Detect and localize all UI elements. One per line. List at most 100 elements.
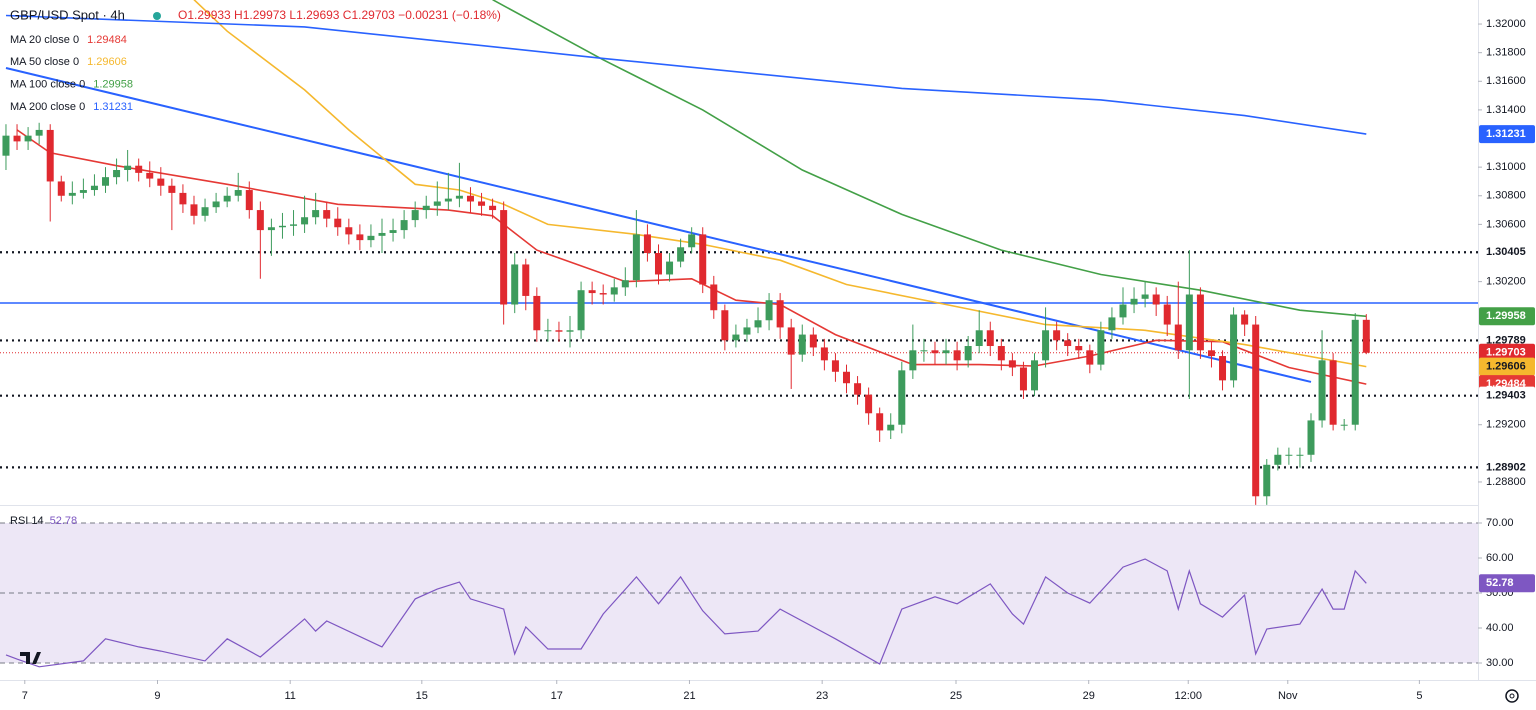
candle-body bbox=[179, 192, 187, 205]
candle-body bbox=[1174, 324, 1182, 351]
candle-body bbox=[1119, 304, 1127, 318]
candle-body bbox=[986, 330, 994, 347]
rsi-pane bbox=[0, 522, 1478, 668]
candle-body bbox=[1318, 360, 1326, 421]
candle-body bbox=[909, 350, 917, 371]
candle-body bbox=[345, 227, 353, 235]
legend-label: MA 100 close 0 bbox=[10, 79, 85, 91]
price-badge bbox=[1479, 343, 1535, 362]
candle-body bbox=[942, 350, 950, 354]
y-tick-label: 1.31600 bbox=[1486, 75, 1526, 87]
candle-body bbox=[787, 327, 795, 355]
candle-body bbox=[610, 287, 618, 295]
y-tick-label: 1.30200 bbox=[1486, 276, 1526, 288]
rsi-tick-label: 70.00 bbox=[1486, 517, 1514, 529]
candle-body bbox=[854, 383, 862, 395]
x-tick-label: 9 bbox=[154, 690, 160, 702]
candle-body bbox=[721, 310, 729, 341]
x-tick-label: 11 bbox=[284, 690, 295, 702]
price-badge-label: 1.29403 bbox=[1486, 390, 1526, 402]
candle-body bbox=[1241, 314, 1249, 325]
candle-body bbox=[90, 185, 98, 191]
candle-body bbox=[865, 394, 873, 414]
candle-body bbox=[290, 224, 298, 226]
candle-body bbox=[201, 207, 209, 216]
candle-body bbox=[621, 280, 629, 288]
rsi-legend-label: RSI 14 bbox=[10, 515, 44, 527]
settings-icon[interactable] bbox=[1505, 689, 1519, 703]
status-dot bbox=[153, 12, 161, 20]
candle-body bbox=[754, 320, 762, 328]
candle-body bbox=[190, 204, 198, 216]
x-tick-label: 25 bbox=[950, 690, 962, 702]
candle-body bbox=[1362, 319, 1370, 353]
candle-body bbox=[411, 210, 419, 221]
candle-body bbox=[135, 165, 143, 173]
y-tick-label: 1.31400 bbox=[1486, 104, 1526, 116]
candle-body bbox=[1351, 319, 1359, 425]
candle-body bbox=[1263, 464, 1271, 497]
rsi-badge-label: 52.78 bbox=[1486, 577, 1514, 589]
settings-center[interactable] bbox=[1509, 693, 1515, 699]
candle-body bbox=[699, 234, 707, 285]
candle-body bbox=[157, 178, 165, 186]
candle-body bbox=[400, 220, 408, 231]
y-tick-label: 1.29200 bbox=[1486, 419, 1526, 431]
legend-label: MA 20 close 0 bbox=[10, 34, 79, 46]
axes: 1.32000 1.31800 1.31600 1.31400 1.31000 1.308… bbox=[22, 18, 1535, 702]
settings[interactable] bbox=[1505, 689, 1519, 703]
candle-body bbox=[920, 350, 928, 352]
ma-line bbox=[16, 129, 1367, 385]
rsi-badge bbox=[1479, 574, 1535, 593]
candle-body bbox=[511, 264, 519, 305]
price-badge bbox=[1479, 458, 1535, 477]
price-badge-label: 1.29703 bbox=[1486, 347, 1526, 359]
candle-body bbox=[1163, 304, 1171, 325]
price-pane bbox=[0, 0, 1478, 505]
candle-body bbox=[1042, 330, 1050, 361]
candle-body bbox=[1230, 314, 1238, 381]
x-tick-label: 17 bbox=[551, 690, 563, 702]
chart-title: GBP/USD Spot · 4h bbox=[10, 7, 125, 22]
candle-body bbox=[1086, 350, 1094, 365]
legend-value: 1.31231 bbox=[93, 101, 133, 113]
candle-body bbox=[931, 350, 939, 354]
y-tick-label: 1.30600 bbox=[1486, 218, 1526, 230]
x-tick-label: 21 bbox=[683, 690, 695, 702]
candle-body bbox=[765, 300, 773, 321]
candle-body bbox=[2, 135, 10, 156]
candle-body bbox=[356, 234, 364, 241]
candle-body bbox=[466, 195, 474, 202]
legend-value: 1.29606 bbox=[87, 56, 127, 68]
rsi-line bbox=[5, 558, 1367, 668]
candle-body bbox=[367, 235, 375, 241]
candle-body bbox=[478, 201, 486, 206]
candle-body bbox=[743, 327, 751, 335]
candle-body bbox=[1141, 294, 1149, 299]
x-tick-label: 5 bbox=[1416, 690, 1422, 702]
price-badge bbox=[1479, 243, 1535, 262]
header: GBP/USD Spot · 4h O1.29933 H1.29973 L1.2… bbox=[10, 7, 501, 526]
candle-body bbox=[1196, 294, 1204, 351]
candle-body bbox=[898, 370, 906, 425]
candle-body bbox=[24, 135, 32, 142]
candle-body bbox=[975, 330, 983, 347]
candle-body bbox=[820, 347, 828, 361]
candle-body bbox=[124, 165, 132, 171]
candle-body bbox=[1285, 454, 1293, 456]
y-tick-label: 1.31000 bbox=[1486, 161, 1526, 173]
candle-body bbox=[522, 264, 530, 296]
candle-body bbox=[378, 232, 386, 236]
legend-value: 1.29958 bbox=[93, 79, 133, 91]
candle-body bbox=[1219, 356, 1227, 381]
candle-body bbox=[831, 360, 839, 372]
candle-body bbox=[776, 300, 784, 328]
candle-body bbox=[223, 195, 231, 202]
candle-body bbox=[1252, 324, 1260, 497]
candle-body bbox=[997, 346, 1005, 361]
candle-body bbox=[500, 210, 508, 305]
candle-body bbox=[489, 205, 497, 211]
candle-body bbox=[1108, 317, 1116, 331]
candle-body bbox=[666, 261, 674, 275]
